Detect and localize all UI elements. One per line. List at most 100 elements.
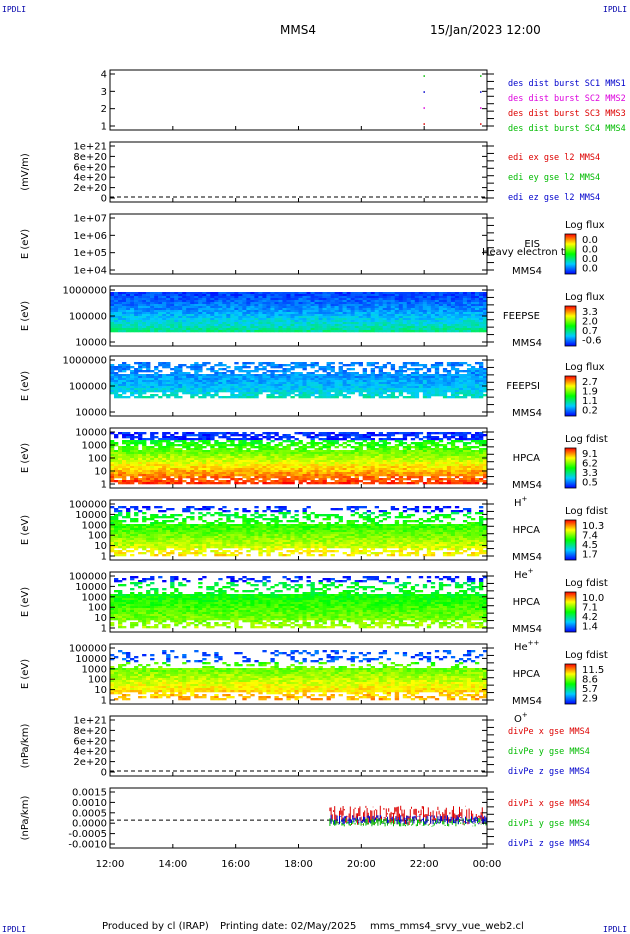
spectrogram-cell [342,370,347,373]
spectrogram-cell [258,318,263,321]
spectrogram-cell [178,458,183,461]
spectrogram-cell [230,318,235,321]
spectrogram-cell [466,390,472,393]
spectrogram-cell [430,330,436,333]
spectrogram-cell [254,314,259,317]
spectrogram-cell [138,386,143,389]
spectrogram-cell [422,392,428,395]
spectrogram-cell [286,466,291,469]
spectrogram-cell [262,474,267,477]
spectrogram-cell [394,304,400,307]
spectrogram-cell [418,384,424,387]
spectrogram-cell [142,298,147,301]
spectrogram-cell [138,380,143,383]
spectrogram-cell [158,444,163,447]
spectrogram-cell [466,326,472,329]
spectrogram-cell [170,318,175,321]
spectrogram-cell [358,472,363,475]
spectrogram-cell [118,446,123,449]
spectrogram-cell [410,364,416,367]
spectrogram-cell [210,462,215,465]
spectrogram-cell [194,392,199,395]
spectrogram-cell [194,312,199,315]
spectrogram-cell [150,292,155,295]
spectrogram-cell [182,452,187,455]
spectrogram-cell [290,454,295,457]
spectrogram-cell [154,296,159,299]
spectrogram-cell [118,480,123,483]
spectrogram-cell [246,472,251,475]
spectrogram-cell [382,296,388,299]
spectrogram-cell [446,374,452,377]
y-tick-label: 8e+20 [73,152,107,163]
spectrogram-cell [174,294,179,297]
spectrogram-cell [422,298,428,301]
spectrogram-cell [358,308,363,311]
spectrogram-cell [166,462,171,465]
spectrogram-cell [402,380,408,383]
spectrogram-cell [114,292,119,295]
spectrogram-cell [338,388,343,391]
spectrogram-cell [162,314,167,317]
spectrogram-cell [250,450,255,453]
spectrogram-cell [286,292,291,295]
spectrogram-cell [474,310,480,313]
spectrogram-cell [322,308,327,311]
spectrogram-cell [382,306,388,309]
spectrogram-cell [458,370,464,373]
spectrogram-cell [350,470,355,473]
spectrogram-cell [458,362,464,365]
spectrogram-cell [162,458,167,461]
spectrogram-cell [138,382,143,385]
spectrogram-cell [206,458,211,461]
spectrogram-cell [334,450,339,453]
spectrogram-cell [302,324,307,327]
spectrogram-cell [242,482,247,485]
spectrogram-cell [278,378,283,381]
spectrogram-cell [206,292,211,295]
spectrogram-cell [370,440,375,443]
spectrogram-cell [290,388,295,391]
spectrogram-cell [110,306,115,309]
spectrogram-cell [198,386,203,389]
spectrogram-cell [446,376,452,379]
spectrogram-cell [434,330,440,333]
spectrogram-cell [410,322,416,325]
spectrogram-cell [266,466,271,469]
spectrogram-cell [470,310,476,313]
spectrogram-cell [418,310,424,313]
spectrogram-cell [390,468,396,471]
spectrogram-cell [246,394,251,397]
spectrogram-cell [290,378,295,381]
spectrogram-cell [262,390,267,393]
spectrogram-cell [466,372,472,375]
spectrogram-cell [202,300,207,303]
spectrogram-cell [342,322,347,325]
spectrogram-cell [190,462,195,465]
spectrogram-cell [290,298,295,301]
spectrogram-cell [390,454,396,457]
spectrogram-cell [210,298,215,301]
spectrogram-cell [258,456,263,459]
legend-entry: edi ey gse l2 MMS4 [508,173,600,183]
spectrogram-cell [414,370,420,373]
spectrogram-cell [338,462,343,465]
corner-label-bl: IPDLI [2,925,26,934]
spectrogram-cell [286,482,291,485]
spectrogram-cell [134,386,139,389]
spectrogram-cell [258,438,263,441]
spectrogram-cell [410,316,416,319]
spectrogram-cell [178,320,183,323]
spectrogram-cell [210,396,215,399]
spectrogram-cell [254,322,259,325]
spectrogram-cell [218,324,223,327]
spectrogram-cell [326,378,331,381]
spectrogram-cell [370,396,375,399]
spectrogram-cell [134,472,139,475]
spectrogram-cell [158,320,163,323]
spectrogram-cell [226,380,231,383]
spectrogram-cell [362,312,367,315]
spectrogram-cell [278,310,283,313]
spectrogram-cell [134,300,139,303]
spectrogram-cell [230,376,235,379]
